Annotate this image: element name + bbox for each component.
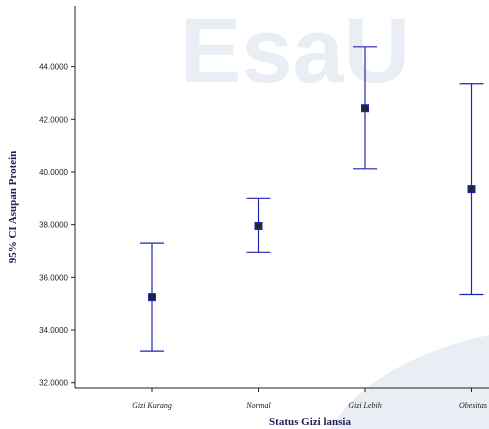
y-axis-ticks: 32.0000 34.0000 36.0000 38.0000 40.0000 42.00… [39,63,75,388]
y-tick-label: 34.0000 [39,326,68,335]
x-tick-label: Gizi Kurang [132,401,172,410]
y-tick-label: 36.0000 [39,273,68,282]
axes [74,6,489,389]
y-tick-label: 44.0000 [39,63,68,72]
x-axis-categories: Gizi Kurang Normal Gizi Lebih Obesitas [132,388,487,410]
x-tick-label: Obesitas [459,401,487,410]
y-tick-label: 40.0000 [39,168,68,177]
mean-marker [148,293,156,302]
y-tick-label: 42.0000 [39,115,68,124]
error-bar [246,197,271,253]
error-bars [140,46,484,352]
error-bar [140,242,164,352]
mean-marker [254,221,263,230]
mean-marker [361,104,369,113]
y-tick-label: 32.0000 [39,379,68,388]
watermark-text: EsaU [180,0,410,102]
error-bar [459,83,484,296]
x-tick-label: Normal [245,401,271,410]
y-axis-title: 95% CI Asupan Protein [7,151,19,264]
watermark-layer: EsaU [180,0,489,429]
mean-marker [467,185,476,194]
y-tick-label: 38.0000 [39,221,68,230]
error-bar [353,46,377,170]
watermark-swoosh [330,335,489,429]
x-tick-label: Gizi Lebih [348,401,382,410]
x-axis-title: Status Gizi lansia [269,416,351,428]
